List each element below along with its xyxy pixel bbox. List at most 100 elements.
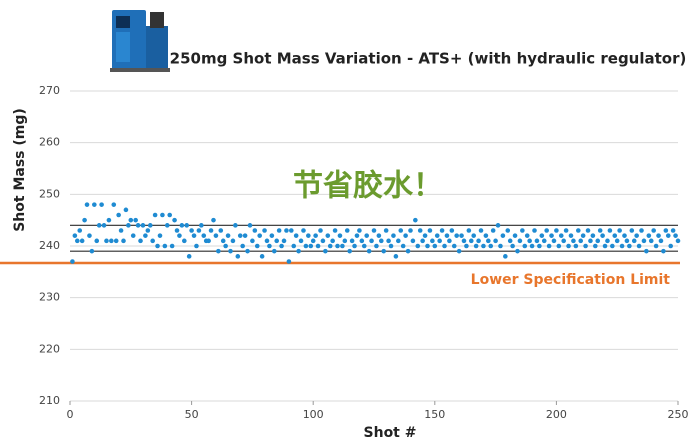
data-point bbox=[642, 239, 647, 244]
data-point bbox=[104, 239, 109, 244]
data-point bbox=[155, 244, 160, 249]
data-point bbox=[265, 239, 270, 244]
data-point bbox=[313, 233, 318, 238]
data-point bbox=[102, 223, 107, 228]
data-point bbox=[228, 249, 233, 254]
data-point bbox=[469, 239, 474, 244]
data-point bbox=[77, 228, 82, 233]
data-point bbox=[287, 259, 292, 264]
y-tick-label: 270 bbox=[39, 84, 60, 97]
data-point bbox=[330, 239, 335, 244]
data-point bbox=[544, 228, 549, 233]
data-point bbox=[201, 233, 206, 238]
data-point bbox=[433, 244, 438, 249]
data-point bbox=[484, 233, 489, 238]
data-point bbox=[666, 233, 671, 238]
data-point bbox=[452, 244, 457, 249]
data-point bbox=[574, 244, 579, 249]
data-point bbox=[491, 228, 496, 233]
data-point bbox=[644, 249, 649, 254]
y-axis-label: Shot Mass (mg) bbox=[12, 108, 28, 232]
data-point bbox=[664, 228, 669, 233]
data-point bbox=[211, 218, 216, 223]
data-point bbox=[306, 233, 311, 238]
data-point bbox=[197, 228, 202, 233]
data-point bbox=[218, 228, 223, 233]
data-point bbox=[160, 213, 165, 218]
data-point bbox=[248, 223, 253, 228]
data-point bbox=[150, 239, 155, 244]
data-point bbox=[107, 218, 112, 223]
data-point bbox=[226, 233, 231, 238]
data-point bbox=[289, 228, 294, 233]
data-point bbox=[148, 223, 153, 228]
data-point bbox=[223, 244, 228, 249]
data-point bbox=[238, 233, 243, 238]
data-point bbox=[586, 228, 591, 233]
data-point bbox=[603, 244, 608, 249]
data-point bbox=[656, 233, 661, 238]
data-point bbox=[240, 244, 245, 249]
data-point bbox=[454, 233, 459, 238]
data-point bbox=[411, 239, 416, 244]
data-point bbox=[323, 249, 328, 254]
y-tick-label: 250 bbox=[39, 187, 60, 200]
data-point bbox=[111, 202, 116, 207]
data-point bbox=[525, 233, 530, 238]
data-point bbox=[379, 239, 384, 244]
x-axis-label: Shot # bbox=[364, 425, 417, 441]
data-point bbox=[588, 239, 593, 244]
data-point bbox=[126, 223, 131, 228]
data-point bbox=[170, 244, 175, 249]
data-point bbox=[501, 233, 506, 238]
data-point bbox=[189, 228, 194, 233]
x-tick-label: 100 bbox=[303, 408, 324, 421]
data-point bbox=[654, 244, 659, 249]
data-point bbox=[243, 233, 248, 238]
data-point bbox=[236, 254, 241, 259]
data-point bbox=[527, 239, 532, 244]
annotation: 节省胶水！ bbox=[293, 169, 443, 204]
data-point bbox=[398, 228, 403, 233]
data-point bbox=[80, 239, 85, 244]
data-point bbox=[85, 202, 90, 207]
data-point bbox=[299, 239, 304, 244]
data-point bbox=[595, 239, 600, 244]
data-point bbox=[476, 239, 481, 244]
data-point bbox=[659, 239, 664, 244]
data-point bbox=[627, 244, 632, 249]
data-point bbox=[180, 223, 185, 228]
data-point bbox=[272, 249, 277, 254]
data-point bbox=[622, 233, 627, 238]
data-point bbox=[338, 233, 343, 238]
data-point bbox=[462, 239, 467, 244]
data-point bbox=[362, 244, 367, 249]
data-point bbox=[367, 249, 372, 254]
y-tick-label: 240 bbox=[39, 239, 60, 252]
data-point bbox=[406, 249, 411, 254]
data-point bbox=[474, 244, 479, 249]
data-point bbox=[513, 233, 518, 238]
data-point bbox=[87, 233, 92, 238]
data-point bbox=[532, 228, 537, 233]
data-point bbox=[311, 239, 316, 244]
data-point bbox=[505, 228, 510, 233]
data-point bbox=[277, 228, 282, 233]
data-point bbox=[559, 233, 564, 238]
data-point bbox=[209, 228, 214, 233]
data-point bbox=[270, 233, 275, 238]
data-point bbox=[552, 239, 557, 244]
data-point bbox=[136, 223, 141, 228]
data-point bbox=[221, 239, 226, 244]
data-point bbox=[109, 239, 114, 244]
data-point bbox=[571, 239, 576, 244]
data-point bbox=[316, 244, 321, 249]
data-point bbox=[279, 244, 284, 249]
data-point bbox=[175, 228, 180, 233]
data-point bbox=[394, 254, 399, 259]
data-point bbox=[318, 228, 323, 233]
data-point bbox=[377, 233, 382, 238]
data-point bbox=[442, 244, 447, 249]
data-point bbox=[564, 228, 569, 233]
data-point bbox=[194, 244, 199, 249]
